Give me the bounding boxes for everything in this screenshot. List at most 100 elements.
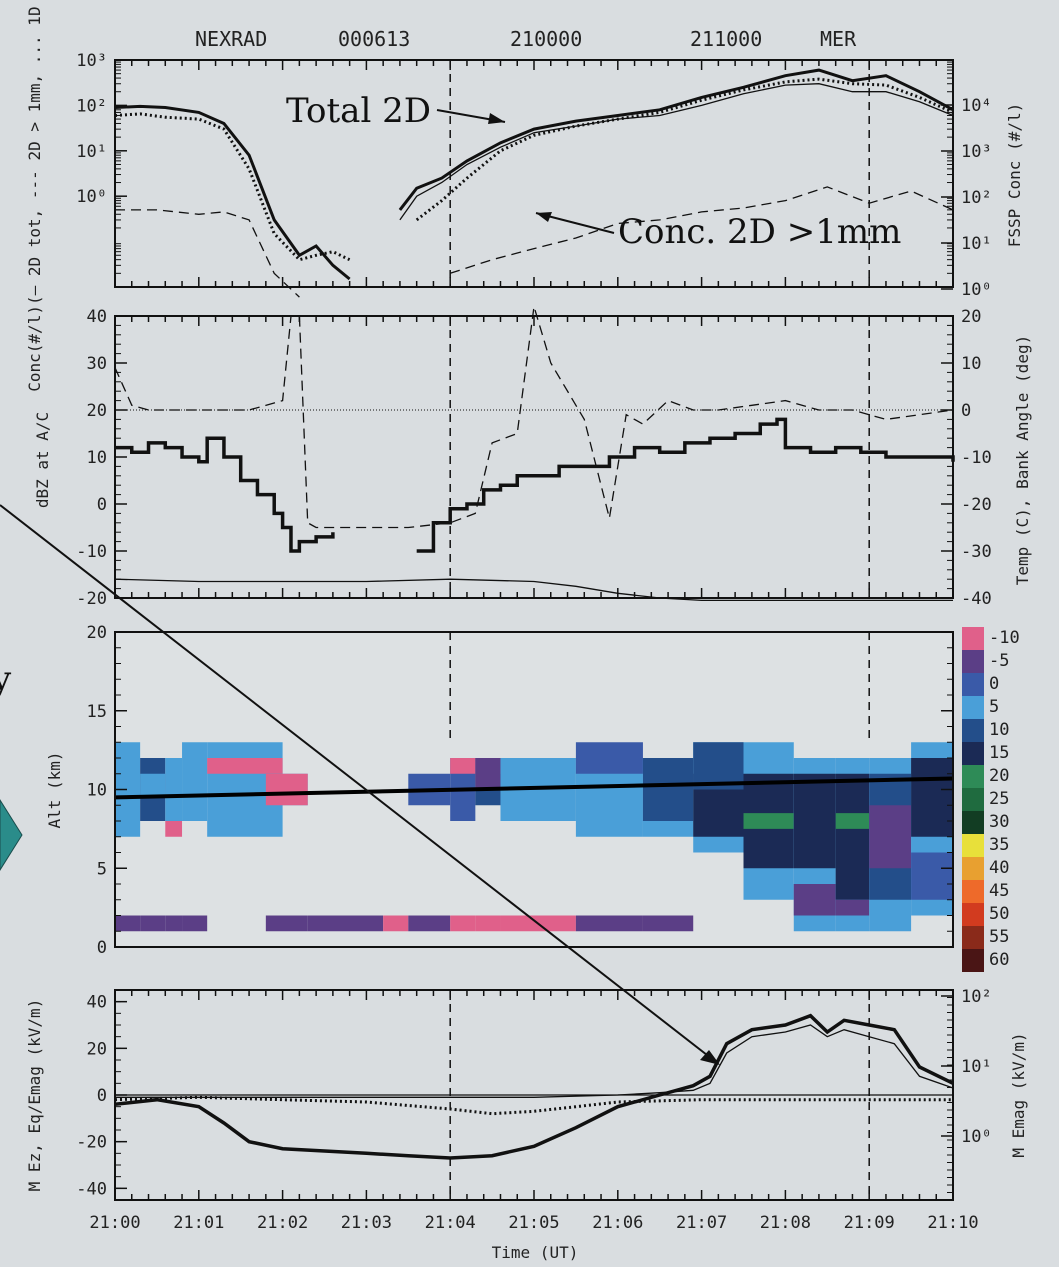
dbz-series-0 — [115, 436, 335, 553]
dbz-series-0-b — [416, 417, 955, 553]
heatmap-cell — [835, 813, 870, 829]
heatmap-cell — [793, 773, 836, 869]
y-right-axis-title: M Emag (kV/m) — [1009, 1032, 1028, 1157]
y-tick-label: 20 — [87, 401, 107, 421]
heatmap-cell — [265, 915, 308, 932]
heatmap-cell — [835, 899, 870, 916]
colorbar-label: 0 — [989, 674, 999, 694]
annotation-total-2d: Total 2D — [286, 91, 431, 131]
conc-series-0 — [114, 104, 351, 281]
heatmap-cell — [450, 915, 476, 932]
heatmap-cell — [165, 758, 183, 821]
heatmap-cell — [207, 758, 283, 774]
y-tick-label: 30 — [87, 354, 107, 374]
conc-series-3 — [115, 209, 300, 298]
y-tick-label: 10 — [87, 448, 107, 468]
header-date: 000613 — [338, 27, 410, 51]
heatmap-cell — [911, 758, 953, 837]
efield-series-1 — [115, 1024, 954, 1098]
colorbar-swatch — [962, 765, 984, 788]
colorbar-label: 25 — [989, 789, 1009, 809]
x-tick-label: 21:02 — [257, 1213, 308, 1233]
heatmap-cell — [383, 915, 409, 932]
y-right-tick-label: 10⁰ — [961, 1127, 992, 1147]
colorbar-swatch — [962, 926, 984, 949]
y-tick-label: 10² — [76, 96, 107, 116]
panel-frame-1 — [114, 59, 954, 288]
colorbar-label: -10 — [989, 628, 1020, 648]
y-tick-label: -40 — [76, 1179, 107, 1199]
y-axis-title: dBZ at A/C — [33, 412, 52, 508]
heatmap-cell — [575, 915, 643, 932]
colorbar-label: 35 — [989, 835, 1009, 855]
colorbar-swatch — [962, 903, 984, 926]
y-tick-label: 10⁰ — [76, 187, 107, 207]
header-start: 210000 — [510, 27, 582, 51]
heatmap-cell — [182, 915, 208, 932]
y-tick-label: 40 — [87, 993, 107, 1013]
header-site: MER — [820, 27, 857, 51]
x-tick-label: 21:09 — [844, 1213, 895, 1233]
colorbar-label: 60 — [989, 950, 1009, 970]
header-end: 211000 — [690, 27, 762, 51]
x-tick-label: 21:00 — [89, 1213, 140, 1233]
arrow-head — [536, 212, 552, 222]
x-axis-title: Time (UT) — [492, 1243, 579, 1262]
y-right-tick-label: -30 — [961, 542, 992, 562]
heatmap-cell — [408, 915, 451, 932]
x-tick-label: 21:01 — [173, 1213, 224, 1233]
heatmap-cell — [182, 742, 208, 821]
y-tick-label: 0 — [97, 1086, 107, 1106]
colorbar-swatch — [962, 857, 984, 880]
y-right-tick-label: 0 — [961, 401, 971, 421]
y-tick-label: 40 — [87, 307, 107, 327]
y-right-tick-label: -40 — [961, 589, 992, 609]
y-tick-label: 0 — [97, 495, 107, 515]
slide-arrow-shape — [0, 799, 23, 871]
y-right-tick-label: 10¹ — [961, 234, 992, 254]
colorbar-label: 50 — [989, 904, 1009, 924]
colorbar-label: 15 — [989, 743, 1009, 763]
arrow-head — [700, 1050, 720, 1065]
diagonal-annotation-arrow — [0, 504, 717, 1063]
y-tick-label: -10 — [76, 542, 107, 562]
y-right-tick-label: 10² — [961, 188, 992, 208]
colorbar-label: 20 — [989, 766, 1009, 786]
colorbar-label: 5 — [989, 697, 999, 717]
efield-series-0 — [114, 1013, 954, 1160]
y-tick-label: 10 — [87, 781, 107, 801]
y-tick-label: 10³ — [76, 51, 107, 71]
header-source: NEXRAD — [195, 27, 267, 51]
x-tick-label: 21:03 — [341, 1213, 392, 1233]
colorbar-swatch — [962, 696, 984, 719]
heatmap-cell — [642, 915, 694, 932]
y-right-axis-title: Temp (C), Bank Angle (deg) — [1013, 335, 1032, 585]
colorbar-swatch — [962, 949, 984, 972]
colorbar-swatch — [962, 834, 984, 857]
dbz-series-1 — [114, 306, 954, 529]
colorbar-label: 55 — [989, 927, 1009, 947]
colorbar-label: 45 — [989, 881, 1009, 901]
annotation-conc-2d: Conc. 2D >1mm — [618, 212, 901, 252]
heatmap-cell — [835, 773, 870, 900]
dbz-series-3 — [114, 578, 953, 602]
x-tick-label: 21:08 — [760, 1213, 811, 1233]
efield-series-2 — [114, 1095, 953, 1116]
y-right-tick-label: 10 — [961, 354, 981, 374]
heatmap-cell — [165, 821, 183, 837]
y-right-tick-label: 10⁴ — [961, 96, 992, 116]
colorbar-label: 10 — [989, 720, 1009, 740]
heatmap-cell — [307, 915, 384, 932]
conc-series-3-b — [449, 186, 954, 274]
y-tick-label: -20 — [76, 1133, 107, 1153]
x-tick-label: 21:04 — [425, 1213, 476, 1233]
heatmap-cell — [450, 758, 476, 774]
heatmap-cell — [115, 915, 141, 932]
conc-series-0-b — [398, 68, 954, 211]
x-tick-label: 21:06 — [592, 1213, 643, 1233]
arrow-head — [488, 113, 505, 124]
heatmap-cell — [207, 821, 283, 837]
heatmap-cell — [575, 742, 643, 774]
y-right-tick-label: 10⁰ — [961, 280, 992, 300]
